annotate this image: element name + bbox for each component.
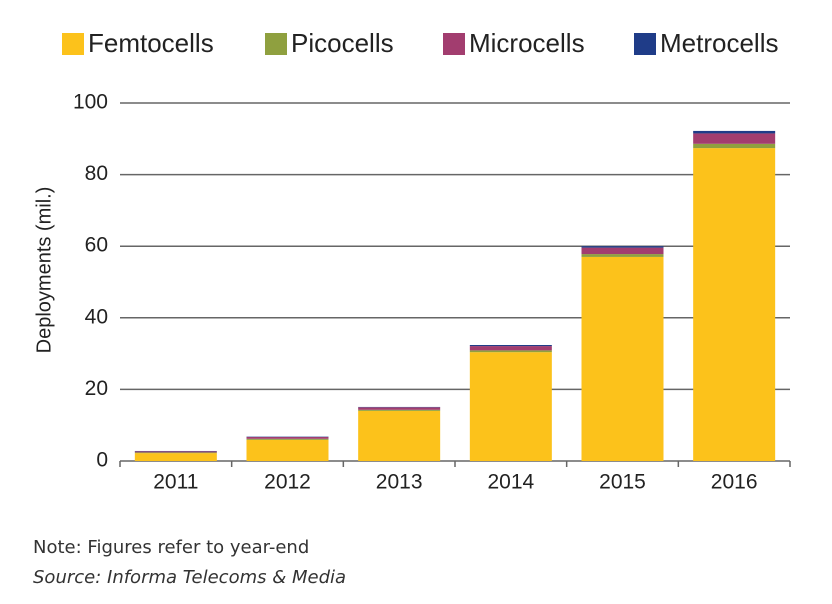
x-tick-label: 2014 [487, 471, 534, 494]
y-tick-label: 100 [73, 91, 108, 114]
bar-segment [582, 254, 664, 257]
bar-segment [470, 345, 552, 346]
bar-segment [358, 411, 440, 461]
y-axis-title: Deployments (mil.) [33, 187, 55, 354]
y-tick-label: 80 [85, 162, 108, 185]
y-tick-label: 40 [85, 305, 108, 328]
bar-segment [470, 352, 552, 461]
bar-segment [358, 410, 440, 411]
source: Source: Informa Telecoms & Media [33, 567, 346, 588]
x-tick-label: 2012 [264, 471, 311, 494]
legend-label: Metrocells [660, 28, 778, 58]
legend-swatch [634, 33, 656, 55]
x-tick-label: 2013 [376, 471, 423, 494]
bar-segment [135, 452, 217, 453]
bar-segment [247, 440, 329, 461]
legend-swatch [265, 33, 287, 55]
x-tick-label: 2016 [711, 471, 758, 494]
bar-segment [247, 437, 329, 439]
bar-segment [693, 144, 775, 148]
legend-label: Femtocells [88, 28, 214, 58]
bar-segment [247, 439, 329, 440]
bar-segment [582, 246, 664, 247]
x-tick-label: 2015 [599, 471, 646, 494]
bar-segment [693, 131, 775, 134]
y-tick-label: 20 [85, 377, 108, 400]
legend-label: Picocells [291, 28, 394, 58]
y-tick-label: 0 [96, 449, 108, 472]
legend-swatch [62, 33, 84, 55]
bar-segment [693, 148, 775, 461]
bar-segment [135, 453, 217, 461]
y-tick-label: 60 [85, 234, 108, 257]
legend-label: Microcells [469, 28, 585, 58]
legend-swatch [443, 33, 465, 55]
bar-segment [470, 346, 552, 350]
bar-segment [693, 133, 775, 143]
bar-segment [470, 350, 552, 352]
bar-segment [358, 407, 440, 410]
bar-segment [582, 257, 664, 461]
note: Note: Figures refer to year-end [33, 537, 309, 558]
bar-segment [582, 248, 664, 254]
x-tick-label: 2011 [153, 471, 198, 494]
bar-segment [135, 451, 217, 452]
